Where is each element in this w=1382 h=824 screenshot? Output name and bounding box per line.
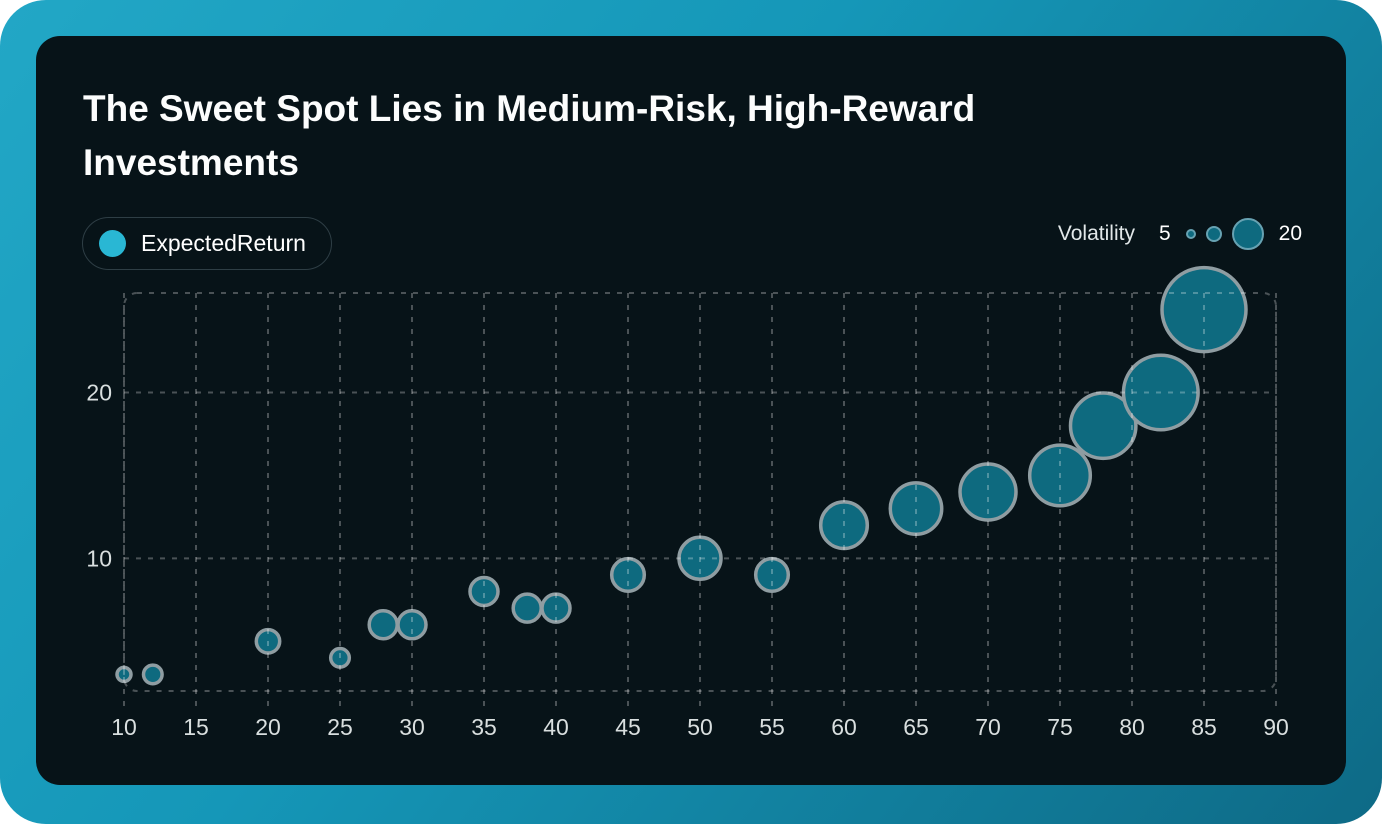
bubble[interactable] <box>958 462 1018 522</box>
x-tick-label: 65 <box>903 714 929 740</box>
plot-frame <box>123 292 1277 692</box>
x-tick-label: 75 <box>1047 714 1073 740</box>
chart-card: The Sweet Spot Lies in Medium-Risk, High… <box>36 36 1346 785</box>
bubble[interactable] <box>540 592 572 624</box>
y-tick-label: 20 <box>86 380 112 406</box>
series-color-dot-icon <box>99 230 126 257</box>
x-tick-label: 35 <box>471 714 497 740</box>
chart-title: The Sweet Spot Lies in Medium-Risk, High… <box>83 88 976 183</box>
series-legend-pill[interactable]: ExpectedReturn <box>82 217 332 270</box>
x-tick-label: 15 <box>183 714 209 740</box>
x-tick-label: 55 <box>759 714 785 740</box>
size-circle-medium-icon <box>1205 226 1222 242</box>
size-legend-title: Volatility <box>1057 222 1135 245</box>
size-legend-max-value: 20 <box>1278 222 1302 245</box>
bubble[interactable] <box>254 627 282 655</box>
bubble[interactable] <box>396 608 428 641</box>
bubble[interactable] <box>115 665 133 684</box>
x-tick-label: 30 <box>399 714 425 740</box>
bubble-chart: 10 15 20 25 30 35 40 45 50 55 60 65 70 75 80 85 90 10 20 <box>86 265 1289 740</box>
bubble[interactable] <box>677 535 723 582</box>
bubble[interactable] <box>367 608 399 641</box>
x-tick-label: 50 <box>687 714 713 740</box>
x-tick-label: 40 <box>543 714 569 740</box>
bubble[interactable] <box>1160 265 1248 354</box>
bubble[interactable] <box>328 646 352 669</box>
x-tick-label: 70 <box>975 714 1001 740</box>
series-legend-label: ExpectedReturn <box>141 230 306 256</box>
x-tick-label: 90 <box>1263 714 1289 740</box>
x-tick-label: 60 <box>831 714 857 740</box>
bubble[interactable] <box>753 556 791 593</box>
bubble[interactable] <box>818 500 870 551</box>
bubble[interactable] <box>1121 353 1200 432</box>
bubble[interactable] <box>1027 443 1093 508</box>
y-tick-label: 10 <box>86 545 112 571</box>
x-tick-label: 85 <box>1191 714 1217 740</box>
x-tick-label: 45 <box>615 714 641 740</box>
bubble[interactable] <box>141 663 164 686</box>
x-tick-label: 20 <box>255 714 281 740</box>
x-tick-label: 25 <box>327 714 353 740</box>
size-circle-small-icon <box>1185 229 1196 239</box>
bubble[interactable] <box>468 575 500 608</box>
x-tick-label: 10 <box>111 714 137 740</box>
size-circle-large-icon <box>1231 218 1264 250</box>
x-tick-label: 80 <box>1119 714 1145 740</box>
bubble[interactable] <box>511 592 543 624</box>
bubble[interactable] <box>1068 391 1138 461</box>
bubble[interactable] <box>609 556 647 593</box>
size-legend-min-value: 5 <box>1158 222 1171 245</box>
bubble[interactable] <box>888 481 944 537</box>
size-legend: Volatility 5 20 <box>1058 217 1302 251</box>
